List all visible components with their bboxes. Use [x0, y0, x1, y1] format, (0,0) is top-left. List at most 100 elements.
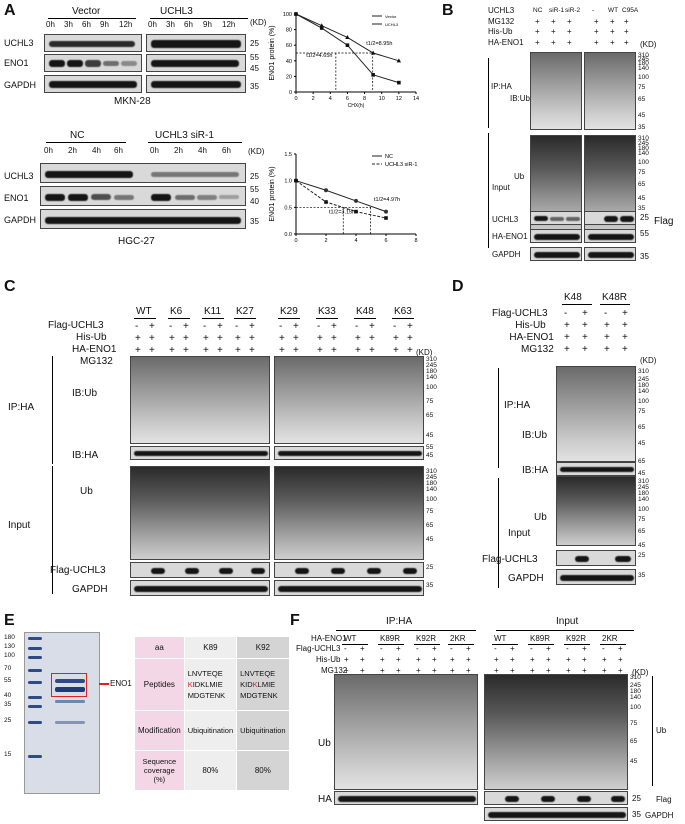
f-mutant-label: K89R: [530, 634, 551, 643]
x-tick-label: 4: [329, 96, 332, 102]
c-sign-plus: +: [369, 345, 375, 356]
f-marker: 140: [630, 694, 641, 701]
data-point: [384, 209, 388, 214]
f-sign-plus: +: [602, 666, 607, 675]
b-input: Input: [492, 183, 510, 192]
time-label: 0h: [44, 146, 53, 155]
series-line: [295, 180, 387, 219]
c-group-bar: [392, 318, 414, 319]
d-sign-plus: +: [582, 344, 588, 355]
data-point: [384, 216, 388, 220]
c-group-bar: [134, 318, 156, 319]
f-mutant-label: K89R: [380, 634, 401, 643]
row-label-gapdh: GAPDH: [4, 80, 37, 90]
b-sign: +: [610, 17, 615, 26]
d-sign-plus: +: [604, 332, 610, 343]
e-k89-peptide: LNVTEQE KIDKLMIE MDGTENK: [183, 658, 238, 711]
f-mutant-label: WT: [344, 634, 357, 643]
y-tick-label: 0: [289, 90, 292, 96]
f-group-bar: [564, 644, 590, 645]
data-point: [370, 50, 376, 55]
b-uchl3-label: NC: [533, 7, 543, 14]
d-sign-flag: -: [604, 308, 608, 319]
c-sign-plus: +: [183, 345, 189, 356]
row-label-uchl3: UCHL3: [4, 38, 34, 48]
c-sign-flag: -: [279, 321, 283, 332]
time-label: 9h: [100, 20, 109, 29]
c-mutant-label: K11: [204, 306, 222, 317]
d-gapdh: GAPDH: [508, 573, 544, 584]
legend-label: NC: [385, 154, 393, 160]
e-gel-markers: 180 130 100 70 55 40 35 25 15: [4, 632, 24, 782]
b-sign: +: [594, 27, 599, 36]
group-uchl3: UCHL3: [160, 6, 193, 17]
b-marker: 65: [638, 181, 646, 188]
time-labels-top: 0h 3h 6h 9h 12h 0h 3h 6h 9h 12h: [0, 20, 300, 32]
data-point: [324, 188, 328, 193]
data-point: [294, 178, 298, 183]
b-flag: Flag: [654, 216, 674, 227]
x-tick-label: 14: [413, 96, 419, 102]
d-mutant-label: K48: [564, 292, 582, 303]
b-sign: +: [535, 17, 540, 26]
e-gel-marker: 130: [4, 643, 15, 650]
c-sign-plus: +: [407, 345, 413, 356]
f-right-flag: Flag: [656, 795, 672, 804]
e-th-k92: K92: [236, 636, 290, 659]
e-coverage-label: Sequence coverage (%): [134, 750, 185, 791]
b-marker: 75: [638, 169, 646, 176]
b-uchl3-label: siR-2: [565, 7, 581, 14]
e-gel-marker: 15: [4, 751, 12, 758]
b-marker-35: 35: [640, 252, 649, 261]
c-sign-plus: +: [407, 333, 413, 344]
c-group-bar: [278, 318, 300, 319]
c-markers: 310 245 180 140 100 75 65 45 55 45 310 245 180 140 100…: [426, 356, 446, 596]
c-marker: 35: [426, 582, 434, 589]
b-row-mg132: MG132: [488, 17, 515, 26]
c-sign-plus: +: [331, 333, 337, 344]
f-gapdh-blot: [484, 807, 628, 821]
time-label: 12h: [119, 20, 133, 29]
b-blot-haeno1: HA-ENO1: [492, 232, 528, 241]
c-ibha-blot-right: [274, 446, 424, 460]
f-marker-35: 35: [632, 810, 641, 819]
e-gel-marker: 180: [4, 634, 15, 641]
d-marker: 310: [638, 368, 649, 375]
d-kd: (KD): [640, 356, 657, 365]
c-marker: 25: [426, 564, 434, 571]
c-sign-flag: +: [183, 321, 189, 332]
d-ib-ub: IB:Ub: [522, 430, 548, 441]
c-marker: 100: [426, 384, 437, 391]
chart-degradation-hgc27: 0.0 0.5 1.0 1.5 0 2 4 6 8 ENO1 protein (%) NC UCHL3…: [269, 152, 418, 244]
c-marker: 65: [426, 522, 434, 529]
annotation: t1/2=4.97h: [374, 197, 400, 203]
c-gapdh: GAPDH: [72, 584, 108, 595]
d-marker: 25: [638, 552, 646, 559]
f-sign-flag: -: [380, 644, 383, 653]
blot-gapdh-kd: [40, 209, 246, 229]
d-sign-plus: +: [622, 320, 628, 331]
c-ip: IP:HA: [8, 402, 35, 413]
d-marker: 65: [638, 528, 646, 535]
f-sign-plus: +: [396, 655, 401, 664]
c-sign-plus: +: [149, 345, 155, 356]
b-sign: +: [624, 38, 629, 47]
d-sign-plus: +: [622, 344, 628, 355]
b-uchl3-kd: [530, 211, 582, 225]
f-kd: (KD): [632, 668, 649, 677]
c-marker: 310: [426, 468, 437, 475]
legend-label: UCHL3 siR-1: [385, 162, 417, 168]
d-row-label: HA-ENO1: [509, 332, 554, 343]
time-label: 4h: [198, 146, 207, 155]
f-sign-plus: +: [380, 666, 385, 675]
f-flag-blot: [484, 791, 628, 805]
f-sign-flag: -: [450, 644, 453, 653]
x-tick-label: 10: [379, 96, 385, 102]
c-sign-plus: +: [393, 333, 399, 344]
c-marker: 65: [426, 412, 434, 419]
data-point: [319, 26, 324, 30]
d-ub: Ub: [534, 512, 547, 523]
e-arrow: [99, 683, 109, 685]
b-sign: +: [567, 27, 572, 36]
f-mutant-label: K92R: [416, 634, 437, 643]
